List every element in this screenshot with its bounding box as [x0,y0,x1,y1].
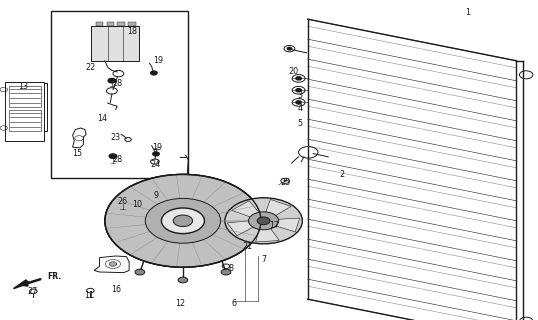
Text: 26: 26 [118,197,128,206]
Circle shape [296,101,301,104]
Circle shape [145,198,221,243]
Circle shape [153,152,159,156]
Text: 3: 3 [298,92,303,100]
Text: 10: 10 [132,200,142,209]
Text: 19: 19 [154,56,164,65]
Text: 18: 18 [127,28,137,36]
Bar [117,22,125,26]
Circle shape [161,208,204,234]
Text: 27: 27 [27,287,38,296]
Polygon shape [264,199,291,218]
Text: 25: 25 [280,178,291,187]
Text: 12: 12 [175,300,185,308]
Bar [51,11,188,178]
Circle shape [284,180,287,182]
Text: 4: 4 [298,104,303,113]
Polygon shape [270,218,300,232]
Circle shape [173,215,193,227]
Circle shape [249,212,279,230]
Circle shape [296,89,301,92]
Bar [91,26,139,61]
Circle shape [121,200,125,203]
Circle shape [287,47,292,50]
Circle shape [178,277,188,283]
Bar [9,110,41,131]
Circle shape [296,77,301,80]
Circle shape [257,217,270,225]
Text: 15: 15 [72,149,82,158]
Text: 28: 28 [112,156,122,164]
Text: 8: 8 [229,264,234,273]
Text: 14: 14 [97,114,107,123]
Circle shape [105,174,261,267]
Text: 23: 23 [111,133,121,142]
Text: 24: 24 [150,160,160,169]
Bar [96,22,103,26]
Text: 21: 21 [243,242,252,251]
Text: 17: 17 [270,221,279,230]
Circle shape [151,71,157,75]
Text: 22: 22 [85,63,96,72]
Polygon shape [13,280,30,289]
Text: 9: 9 [153,191,159,200]
Circle shape [109,154,117,158]
Text: 20: 20 [288,68,298,76]
Text: 13: 13 [18,82,28,91]
Circle shape [225,198,302,244]
Bar [128,22,136,26]
Circle shape [109,262,117,266]
Bar [107,22,114,26]
Circle shape [108,78,116,83]
Circle shape [105,174,261,267]
Text: 1: 1 [465,8,471,17]
Circle shape [135,269,145,275]
Text: 6: 6 [231,300,237,308]
Text: 2: 2 [339,170,344,179]
Text: 7: 7 [261,255,266,264]
Circle shape [132,198,139,202]
Polygon shape [231,201,262,219]
Text: 16: 16 [111,285,121,294]
Polygon shape [256,225,279,242]
Text: 28: 28 [112,79,122,88]
Text: FR.: FR. [47,272,61,281]
Bar [9,86,41,107]
Polygon shape [227,220,258,236]
Bar [5,82,44,141]
Text: 11: 11 [84,292,94,300]
Text: 19: 19 [153,143,162,152]
Circle shape [221,269,231,275]
Text: 5: 5 [298,119,303,128]
